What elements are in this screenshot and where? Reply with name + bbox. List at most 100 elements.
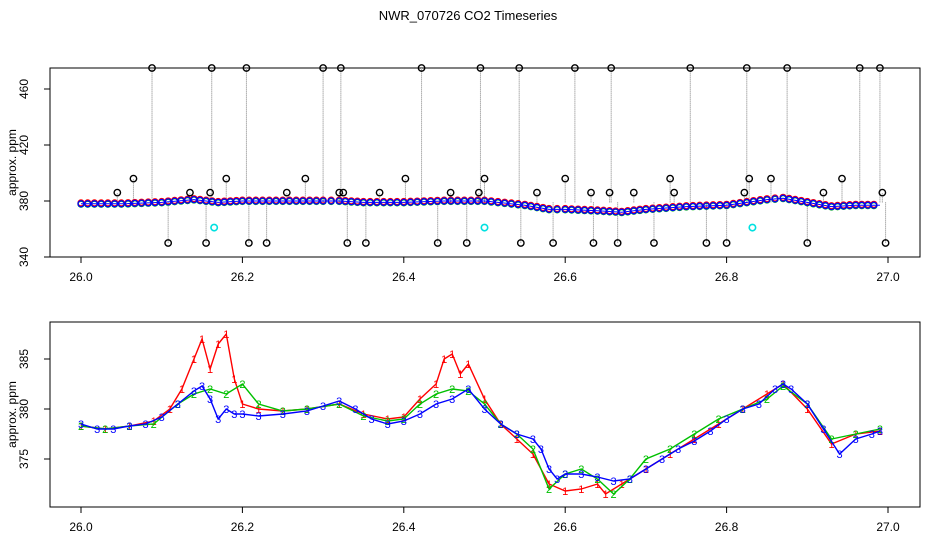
series-1-label: 1 xyxy=(602,489,608,501)
y-tick-label: 385 xyxy=(17,349,31,369)
plot-frame-top xyxy=(49,67,921,258)
series-1-label: 1 xyxy=(449,349,455,361)
series-3-label: 3 xyxy=(877,426,883,438)
raw-spike-point xyxy=(613,239,622,247)
raw-spike-point xyxy=(361,239,370,247)
raw-spike-point xyxy=(855,64,864,72)
series-3-label: 3 xyxy=(336,396,342,408)
series-1-label: 1 xyxy=(417,394,423,406)
series-2-label: 2 xyxy=(780,381,786,393)
raw-spike-point xyxy=(515,64,524,72)
series-1-label: 1 xyxy=(619,479,625,491)
raw-spike-point xyxy=(242,64,251,72)
series-3-label: 3 xyxy=(417,409,423,421)
x-tick-label: 26.4 xyxy=(392,270,416,284)
raw-spike-point xyxy=(516,239,525,247)
series-3-label: 3 xyxy=(352,404,358,416)
y-tick-label: 420 xyxy=(17,135,31,155)
raw-spike-point xyxy=(587,188,595,197)
series-3-label: 3 xyxy=(320,401,326,413)
series-2-line xyxy=(80,383,881,495)
series-1-label: 1 xyxy=(215,339,221,351)
series-1-label: 1 xyxy=(231,374,237,386)
series-2-label: 2 xyxy=(417,399,423,411)
raw-spike-point xyxy=(343,239,352,247)
series-3-label: 3 xyxy=(94,424,100,436)
series-1-label: 1 xyxy=(360,409,366,421)
series-1-label: 1 xyxy=(223,329,229,341)
series-3-label: 3 xyxy=(643,464,649,476)
raw-spike-point xyxy=(446,188,455,197)
series-3-label: 3 xyxy=(385,419,391,431)
series-3-label: 3 xyxy=(78,419,84,431)
series-3-label: 3 xyxy=(255,411,261,423)
flagged-point xyxy=(480,223,489,232)
raw-spike-point xyxy=(819,188,828,197)
series-2-label: 2 xyxy=(498,419,504,431)
raw-spike-point xyxy=(666,174,675,183)
raw-spike-point xyxy=(570,64,579,72)
series-1-label: 1 xyxy=(433,379,439,391)
series-1-label: 1 xyxy=(457,369,463,381)
series-1-label: 1 xyxy=(465,359,471,371)
series-3-label: 3 xyxy=(231,409,237,421)
x-tick-label: 27.0 xyxy=(876,270,900,284)
raw-spike-point xyxy=(589,239,598,247)
series-3-label: 3 xyxy=(772,384,778,396)
series-1-label: 1 xyxy=(498,419,504,431)
series-1-label: 1 xyxy=(562,486,568,498)
series-3-label: 3 xyxy=(110,424,116,436)
series-1-label: 1 xyxy=(530,449,536,461)
series-3-label: 3 xyxy=(530,434,536,446)
raw-spike-point xyxy=(319,64,327,72)
series-3-label: 3 xyxy=(707,426,713,438)
series-2-label: 2 xyxy=(611,489,617,501)
series-1-label: 1 xyxy=(594,479,600,491)
raw-spike-point xyxy=(262,239,271,247)
series-3-label: 3 xyxy=(175,399,181,411)
x-tick-label: 26.2 xyxy=(231,270,255,284)
series-3-label: 3 xyxy=(280,409,286,421)
series-2-label: 2 xyxy=(175,399,181,411)
series-2-label: 2 xyxy=(740,404,746,416)
series-1-label: 1 xyxy=(546,479,552,491)
series-3-label: 3 xyxy=(304,406,310,418)
series-3-label: 3 xyxy=(562,469,568,481)
series-2-label: 2 xyxy=(360,411,366,423)
raw-spike-point xyxy=(339,188,348,197)
series-2-label: 2 xyxy=(578,464,584,476)
series-2-label: 2 xyxy=(715,414,721,426)
series-1-label: 1 xyxy=(514,434,520,446)
series-3-label: 3 xyxy=(401,416,407,428)
raw-spike-point xyxy=(722,239,731,247)
raw-spike-point xyxy=(417,64,426,72)
series-3-label: 3 xyxy=(611,476,617,488)
series-3-label: 3 xyxy=(659,454,665,466)
raw-spike-point xyxy=(401,174,410,183)
series-1-label: 1 xyxy=(804,404,810,416)
series-3-label: 3 xyxy=(191,386,197,398)
series-2-label: 2 xyxy=(304,404,310,416)
series-1-label: 1 xyxy=(401,412,407,424)
raw-spike-point xyxy=(742,64,751,72)
series-3-label: 3 xyxy=(578,469,584,481)
y-tick-label: 460 xyxy=(17,79,31,99)
raw-spike-point xyxy=(838,174,846,183)
series-3-label: 3 xyxy=(756,399,762,411)
series-3-label: 3 xyxy=(740,404,746,416)
series-2-label: 2 xyxy=(102,424,108,436)
series-1-label: 1 xyxy=(78,421,84,433)
series-1-label: 1 xyxy=(179,384,185,396)
raw-spike-point xyxy=(767,174,775,183)
series-2-label: 2 xyxy=(401,414,407,426)
series-3-label: 3 xyxy=(546,464,552,476)
plot-frame-bottom xyxy=(49,321,921,508)
series-3-label: 3 xyxy=(554,474,560,486)
series-2-label: 2 xyxy=(530,444,536,456)
baseline-line xyxy=(81,197,880,213)
series-1-label: 1 xyxy=(102,424,108,436)
series-2-label: 2 xyxy=(481,399,487,411)
raw-spike-point xyxy=(202,239,210,247)
x-tick-label: 26.6 xyxy=(554,520,578,534)
series-1-label: 1 xyxy=(304,404,310,416)
